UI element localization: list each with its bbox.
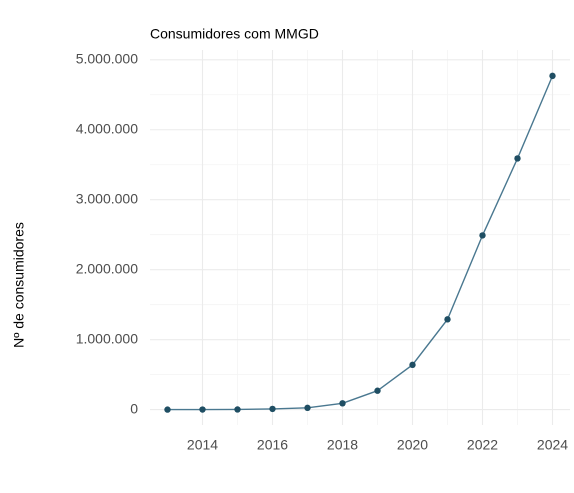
data-point (374, 387, 381, 394)
y-tick-label: 4.000.000 (76, 120, 138, 136)
data-point (304, 404, 311, 412)
x-tick-label: 2018 (327, 437, 358, 453)
data-point (164, 406, 171, 413)
data-point (409, 361, 416, 369)
x-tick-label: 2024 (537, 437, 568, 453)
data-point (549, 72, 556, 80)
x-tick-label: 2014 (187, 437, 218, 453)
series-line (167, 75, 554, 411)
x-tick-label: 2016 (257, 437, 288, 453)
y-tick-label: 2.000.000 (76, 260, 138, 276)
chart-title: Consumidores com MMGD (150, 26, 319, 42)
data-point (339, 400, 346, 407)
y-tick-label: 5.000.000 (76, 50, 138, 66)
y-tick-label: 1.000.000 (76, 330, 138, 346)
data-point (444, 316, 451, 323)
x-tick-label: 2020 (397, 437, 428, 453)
data-point (514, 155, 521, 162)
data-point (234, 406, 241, 413)
x-tick-label: 2022 (467, 437, 498, 453)
y-tick-label: 0 (130, 400, 138, 416)
y-axis-label: Nº de consumidores (11, 222, 27, 348)
data-point (479, 232, 486, 239)
data-point (269, 405, 276, 413)
y-tick-label: 3.000.000 (76, 190, 138, 206)
data-point (199, 406, 206, 413)
